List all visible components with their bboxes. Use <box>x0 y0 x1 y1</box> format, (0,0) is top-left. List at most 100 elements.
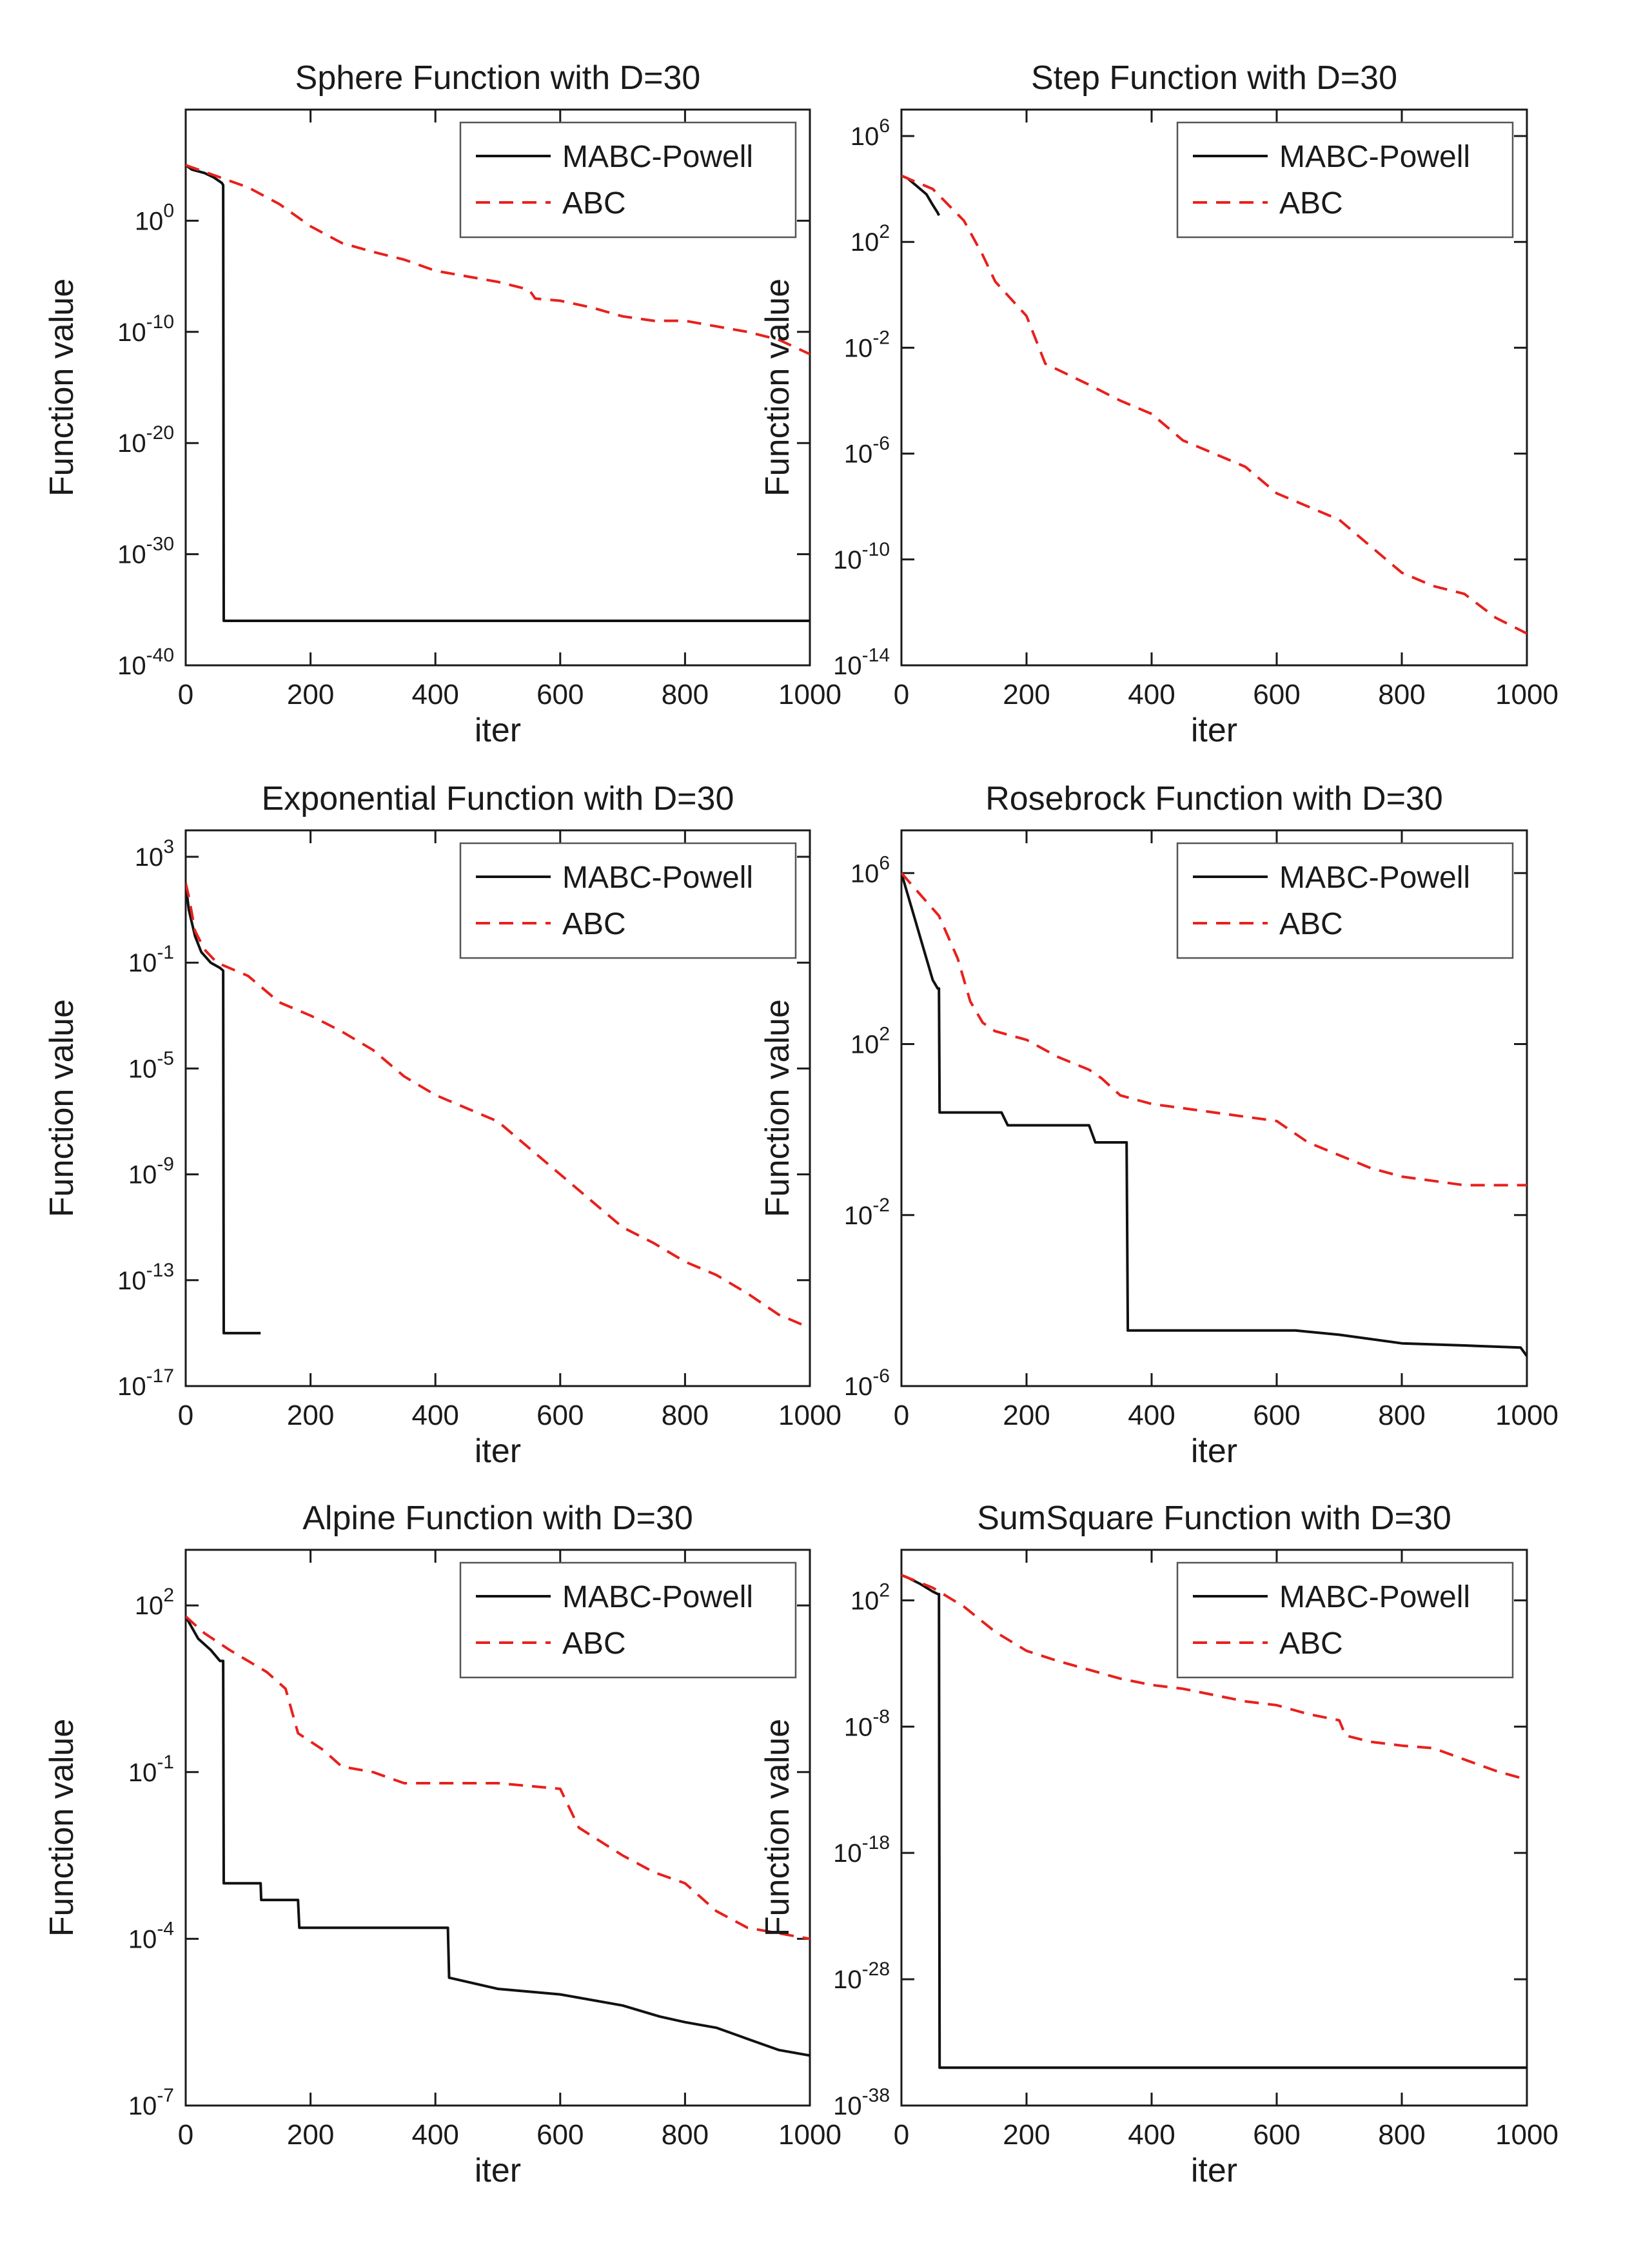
y-tick-exponent: 6 <box>879 115 890 137</box>
series-line-mabc-powell <box>186 883 261 1334</box>
y-tick-exponent: -38 <box>862 2085 890 2106</box>
x-axis-label: iter <box>475 2152 521 2189</box>
y-tick-exponent: -6 <box>872 433 890 455</box>
y-tick-label: 10-10 <box>117 311 174 347</box>
y-tick-label: 10-20 <box>117 422 174 458</box>
x-tick-label: 200 <box>287 2119 334 2151</box>
series-line-abc <box>186 883 810 1329</box>
x-tick-label: 0 <box>178 679 193 710</box>
x-tick-label: 600 <box>536 1400 584 1431</box>
series-line-abc <box>901 1574 1527 1781</box>
x-tick-label: 1000 <box>778 2119 841 2151</box>
legend-label: ABC <box>562 907 626 941</box>
y-tick-base: 10 <box>117 652 146 680</box>
chart-title: Alpine Function with D=30 <box>302 1500 693 1537</box>
y-tick-exponent: 2 <box>879 221 890 242</box>
y-tick-base: 10 <box>135 207 164 235</box>
x-axis-label: iter <box>1191 1432 1237 1470</box>
y-tick-exponent: 2 <box>163 1585 174 1606</box>
y-tick-label: 102 <box>850 1024 890 1059</box>
chart-title: Step Function with D=30 <box>1031 59 1397 97</box>
y-tick-base: 10 <box>844 440 873 469</box>
y-tick-label: 10-38 <box>833 2085 890 2120</box>
x-axis-label: iter <box>1191 712 1237 749</box>
series-line-abc <box>186 1615 810 1941</box>
legend-box <box>1176 1561 1514 1679</box>
y-tick-base: 10 <box>117 318 146 347</box>
y-tick-base: 10 <box>850 228 880 257</box>
legend-box <box>459 842 797 959</box>
y-tick-exponent: -40 <box>146 645 174 666</box>
chart-title: Rosebrock Function with D=30 <box>985 780 1443 817</box>
x-tick-label: 0 <box>894 679 909 710</box>
legend-box <box>459 121 797 239</box>
y-tick-label: 10-9 <box>128 1154 174 1189</box>
y-tick-label: 10-13 <box>117 1260 174 1295</box>
chart-title: SumSquare Function with D=30 <box>977 1500 1451 1537</box>
y-tick-base: 10 <box>128 1925 157 1953</box>
legend-label: MABC-Powell <box>562 1580 753 1614</box>
chart-panel-4: Rosebrock Function with D=30 0 200 400 600 80… <box>759 780 1558 1470</box>
x-tick-label: 1000 <box>1495 2119 1558 2151</box>
y-tick-label: 10-6 <box>844 433 890 469</box>
legend: MABC-Powell ABC <box>459 1561 797 1679</box>
y-tick-base: 10 <box>833 2092 862 2120</box>
plot-frame <box>184 108 811 667</box>
series-line-mabc-powell <box>186 164 810 622</box>
series-line-abc <box>901 174 1527 635</box>
y-tick-label: 10-10 <box>833 539 890 574</box>
x-tick-label: 600 <box>536 679 584 710</box>
legend: MABC-Powell ABC <box>459 842 797 959</box>
x-tick-label: 400 <box>1128 1400 1175 1431</box>
y-tick-exponent: -30 <box>146 534 174 555</box>
y-axis-label: Function value <box>43 279 81 496</box>
y-tick-label: 10-8 <box>844 1706 890 1741</box>
y-tick-exponent: -1 <box>157 1752 174 1773</box>
y-tick-label: 10-17 <box>117 1365 174 1401</box>
x-tick-label: 1000 <box>1495 1400 1558 1431</box>
y-tick-label: 100 <box>135 200 174 235</box>
y-tick-base: 10 <box>117 541 146 569</box>
x-tick-label: 200 <box>1003 2119 1050 2151</box>
y-tick-exponent: -6 <box>872 1365 890 1387</box>
y-tick-exponent: -7 <box>157 2085 174 2106</box>
legend-label: MABC-Powell <box>1279 1580 1470 1614</box>
series-line-mabc-powell <box>186 1616 810 2057</box>
y-tick-exponent: -20 <box>146 422 174 444</box>
legend-label: MABC-Powell <box>562 140 753 174</box>
y-tick-base: 10 <box>833 1966 862 1994</box>
y-tick-exponent: -14 <box>862 645 890 666</box>
plot-frame <box>900 1549 1528 2107</box>
y-tick-base: 10 <box>844 334 873 362</box>
y-tick-label: 10-14 <box>833 645 890 680</box>
series-line-mabc-powell <box>901 872 1527 1357</box>
y-tick-exponent: -17 <box>146 1365 174 1387</box>
y-tick-label: 10-6 <box>844 1365 890 1401</box>
y-tick-base: 10 <box>844 1713 873 1741</box>
y-tick-exponent: 2 <box>879 1579 890 1601</box>
y-tick-label: 10-7 <box>128 2085 174 2120</box>
y-tick-label: 102 <box>135 1585 174 1620</box>
legend-label: ABC <box>1279 907 1343 941</box>
y-tick-base: 10 <box>833 1839 862 1868</box>
y-tick-base: 10 <box>850 859 880 888</box>
x-tick-label: 1000 <box>778 1400 841 1431</box>
legend-label: MABC-Powell <box>1279 140 1470 174</box>
x-tick-label: 800 <box>662 1400 709 1431</box>
x-tick-label: 200 <box>287 1400 334 1431</box>
y-tick-base: 10 <box>128 1759 157 1787</box>
y-tick-label: 10-1 <box>128 942 174 977</box>
y-tick-exponent: -10 <box>862 539 890 560</box>
legend-label: MABC-Powell <box>562 861 753 895</box>
x-tick-label: 0 <box>178 2119 193 2151</box>
y-tick-label: 102 <box>850 221 890 257</box>
chart-title: Exponential Function with D=30 <box>262 780 734 817</box>
y-tick-label: 10-1 <box>128 1752 174 1787</box>
y-tick-exponent: -5 <box>157 1048 174 1069</box>
x-tick-label: 800 <box>662 679 709 710</box>
y-tick-label: 106 <box>850 852 890 888</box>
y-tick-base: 10 <box>833 546 862 574</box>
chart-panel-5: Alpine Function with D=30 0 200 400 600 800 10… <box>43 1500 841 2189</box>
plot-frame <box>184 1549 811 2107</box>
x-axis-label: iter <box>1191 2152 1237 2189</box>
